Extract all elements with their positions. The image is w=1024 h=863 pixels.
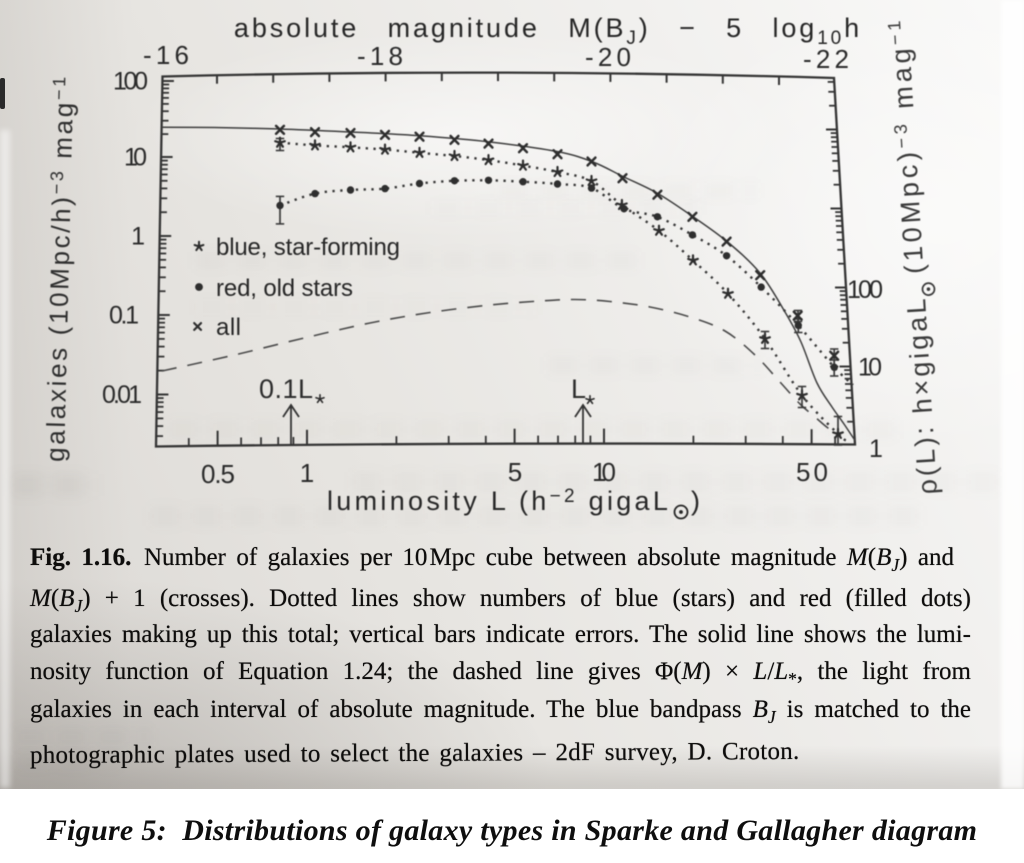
svg-text:1: 1 xyxy=(300,458,314,488)
svg-text:0.01: 0.01 xyxy=(102,381,142,409)
svg-text:(10Mpc)−3 mag−1: (10Mpc)−3 mag−1 xyxy=(884,20,929,275)
svg-text:absolute magnitude M(BJ) − 5 l: absolute magnitude M(BJ) − 5 log10h xyxy=(234,13,862,49)
svg-text:10: 10 xyxy=(124,144,147,172)
svg-text:10: 10 xyxy=(858,354,882,382)
svg-text:1: 1 xyxy=(869,435,883,463)
svg-text:galaxies (10Mpc/h)−3 mag−1: galaxies (10Mpc/h)−3 mag−1 xyxy=(40,77,79,463)
svg-text:1: 1 xyxy=(131,223,145,251)
svg-text:0.5: 0.5 xyxy=(201,459,235,489)
svg-text:0.1: 0.1 xyxy=(109,302,139,330)
svg-text:5: 5 xyxy=(508,457,522,487)
svg-text:): ) xyxy=(691,486,700,516)
svg-text:ρ(L): h×gigaL: ρ(L): h×gigaL xyxy=(901,298,943,495)
svg-text:luminosity L (h−2 gigaL: luminosity L (h−2 gigaL xyxy=(327,486,671,516)
svg-text:L: L xyxy=(571,374,586,404)
svg-text:100: 100 xyxy=(847,276,883,304)
svg-text:-22: -22 xyxy=(803,44,849,74)
svg-text:100: 100 xyxy=(113,68,148,96)
svg-text:0.1L: 0.1L xyxy=(259,374,313,404)
svg-text:10: 10 xyxy=(592,457,616,487)
svg-text:red, old stars: red, old stars xyxy=(216,275,353,302)
svg-text:-20: -20 xyxy=(585,42,631,72)
svg-text:50: 50 xyxy=(796,457,828,487)
svg-text:all: all xyxy=(216,314,241,341)
svg-text:blue, star-forming: blue, star-forming xyxy=(216,234,400,261)
svg-text:-18: -18 xyxy=(357,41,403,71)
svg-text:-16: -16 xyxy=(143,40,189,70)
